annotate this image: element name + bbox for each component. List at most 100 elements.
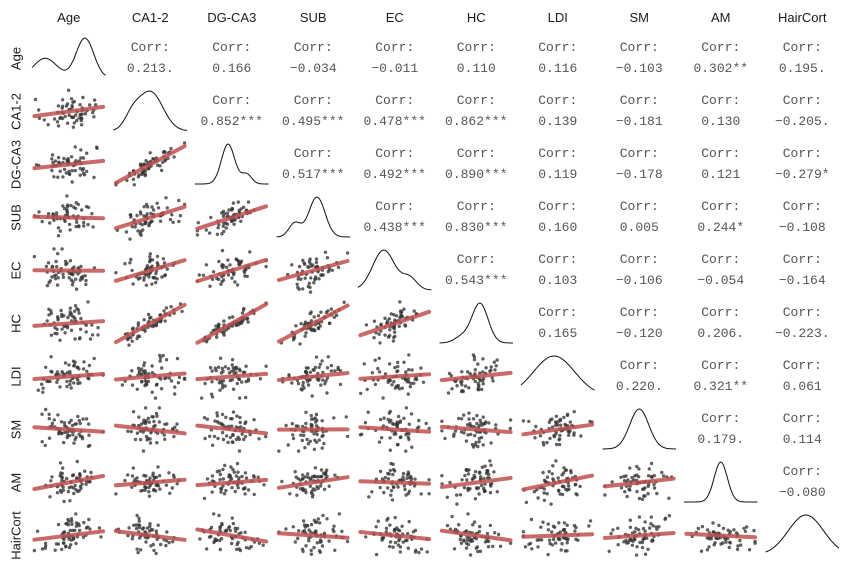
scatter-point xyxy=(410,368,414,372)
scatter-point xyxy=(554,414,559,418)
scatter-point xyxy=(455,493,459,497)
scatter-point xyxy=(699,549,704,553)
scatter-point xyxy=(290,381,294,385)
scatter-point xyxy=(56,252,60,256)
scatter-cell-sm-hc xyxy=(439,411,513,449)
corr-value-dgca3-sm: −0.178 xyxy=(616,167,663,182)
scatter-point xyxy=(465,370,470,374)
scatter-point xyxy=(173,425,177,429)
scatter-cell-haircort-ec xyxy=(358,515,432,557)
scatter-cell-ldi-ca12 xyxy=(113,353,187,400)
scatter-cell-haircort-hc xyxy=(439,512,513,557)
scatter-point xyxy=(609,531,613,536)
scatter-point xyxy=(148,441,153,445)
scatter-point xyxy=(696,526,701,531)
scatter-point xyxy=(563,468,568,473)
scatter-point xyxy=(455,384,459,388)
scatter-point xyxy=(484,420,488,424)
scatter-point xyxy=(264,364,268,368)
scatter-point xyxy=(406,532,410,536)
scatter-point xyxy=(366,410,370,414)
scatter-point xyxy=(603,493,607,497)
scatter-point xyxy=(87,363,92,368)
scatter-point xyxy=(458,493,463,497)
scatter-point xyxy=(306,472,310,476)
density-curve-ca12 xyxy=(113,90,188,131)
scatter-point xyxy=(152,419,156,424)
scatter-point xyxy=(299,277,303,281)
scatter-point xyxy=(323,382,327,386)
scatter-point xyxy=(628,518,632,522)
scatter-point xyxy=(169,379,174,383)
corr-header: Corr: xyxy=(620,358,659,373)
scatter-point xyxy=(700,524,705,529)
scatter-point xyxy=(137,415,141,419)
column-label-ca12: CA1-2 xyxy=(132,10,169,25)
scatter-point xyxy=(114,492,118,496)
scatter-point xyxy=(243,471,248,475)
scatter-point xyxy=(236,470,240,474)
scatter-point xyxy=(70,283,75,287)
scatter-point xyxy=(300,438,304,443)
scatter-point xyxy=(329,369,334,373)
scatter-point xyxy=(574,525,578,530)
scatter-point xyxy=(724,540,728,544)
scatter-point xyxy=(299,433,303,437)
scatter-point xyxy=(51,212,55,216)
scatter-point xyxy=(177,375,182,380)
corr-header: Corr: xyxy=(457,252,496,267)
corr-header: Corr: xyxy=(783,305,822,320)
scatter-point xyxy=(407,368,411,372)
scatter-point xyxy=(619,486,624,490)
scatter-point xyxy=(77,116,81,120)
scatter-point xyxy=(558,433,562,438)
scatter-point xyxy=(96,333,100,337)
corr-value-sub-ec: 0.438*** xyxy=(364,220,426,235)
scatter-point xyxy=(152,487,156,492)
scatter-point xyxy=(396,414,401,419)
scatter-point xyxy=(123,262,127,266)
scatter-point xyxy=(473,379,477,384)
scatter-point xyxy=(400,386,404,390)
scatter-point xyxy=(159,542,163,547)
scatter-point xyxy=(345,434,350,439)
scatter-point xyxy=(304,410,308,414)
scatter-point xyxy=(130,268,134,273)
scatter-point xyxy=(427,492,431,496)
scatter-point xyxy=(233,218,237,222)
scatter-point xyxy=(65,194,69,198)
scatter-point xyxy=(314,412,319,417)
scatter-point xyxy=(655,491,659,496)
corr-header: Corr: xyxy=(212,40,251,55)
scatter-point xyxy=(68,382,72,387)
scatter-point xyxy=(43,541,48,545)
scatter-point xyxy=(59,308,63,313)
scatter-point xyxy=(74,435,78,439)
corr-header: Corr: xyxy=(620,40,659,55)
scatter-cell-am-ca12 xyxy=(113,465,187,498)
scatter-point xyxy=(628,466,632,470)
scatter-point xyxy=(65,209,69,213)
scatter-point xyxy=(95,146,99,150)
scatter-point xyxy=(246,320,250,324)
scatter-point xyxy=(210,380,214,384)
scatter-point xyxy=(309,276,313,280)
scatter-point xyxy=(287,373,291,377)
scatter-cell-sub-ca12 xyxy=(113,196,187,241)
scatter-point xyxy=(323,250,328,254)
scatter-point xyxy=(565,413,570,418)
corr-header: Corr: xyxy=(783,199,822,214)
scatter-point xyxy=(230,208,234,212)
scatter-point xyxy=(485,469,489,473)
scatter-point xyxy=(67,169,71,173)
scatter-point xyxy=(150,205,154,209)
scatter-cell-ec-age xyxy=(32,247,106,291)
scatter-point xyxy=(466,486,470,491)
scatter-point xyxy=(309,552,314,556)
scatter-point xyxy=(60,106,64,110)
scatter-point xyxy=(236,486,240,490)
scatter-point xyxy=(481,357,485,361)
corr-value-ca12-haircort: −0.205. xyxy=(775,114,830,129)
scatter-point xyxy=(296,449,301,453)
corr-header: Corr: xyxy=(457,93,496,108)
